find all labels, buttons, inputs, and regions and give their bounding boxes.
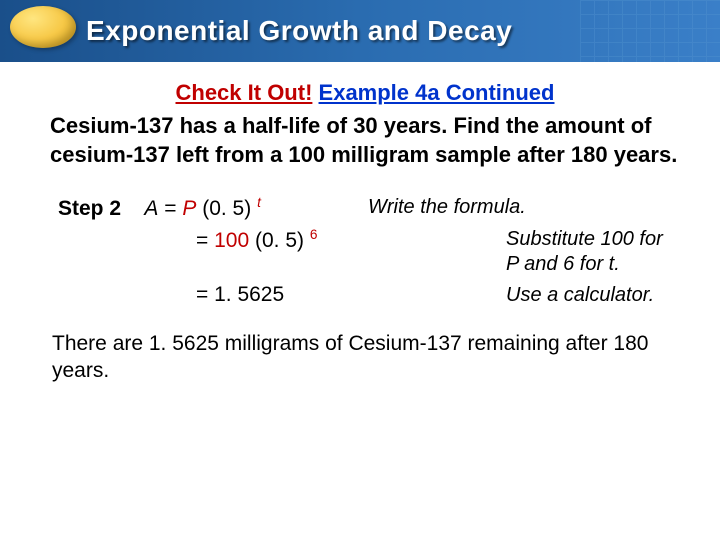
slide-content: Check It Out! Example 4a Continued Cesiu… <box>0 62 720 385</box>
formula-eq2: = <box>196 229 214 252</box>
formula-A: A <box>144 197 158 220</box>
check-it-out-line: Check It Out! Example 4a Continued <box>50 80 680 106</box>
step-label: Step 2 <box>58 197 121 220</box>
step-row-1-right: Write the formula. <box>368 195 680 220</box>
step-row-2-left: = 100 (0. 5) 6 <box>58 227 506 253</box>
step-row-3: = 1. 5625 Use a calculator. <box>58 283 680 308</box>
example-label: Example 4a Continued <box>319 80 555 105</box>
conclusion-text: There are 1. 5625 milligrams of Cesium-1… <box>50 330 680 385</box>
header-grid-pattern <box>580 0 720 62</box>
formula-paren2: (0. 5) <box>255 229 304 252</box>
slide-header: Exponential Growth and Decay <box>0 0 720 62</box>
step-row-3-left: = 1. 5625 <box>58 283 506 307</box>
check-label: Check It Out! <box>176 80 313 105</box>
formula-100: 100 <box>214 229 249 252</box>
step-row-1-left: Step 2 A = P (0. 5) t <box>58 195 368 221</box>
step-row-2-right: Substitute 100 for P and 6 for t. <box>506 227 680 277</box>
formula-exp-6: 6 <box>310 227 318 242</box>
formula-P: P <box>182 197 196 220</box>
problem-statement: Cesium-137 has a half-life of 30 years. … <box>50 112 680 169</box>
step-row-1: Step 2 A = P (0. 5) t Write the formula. <box>58 195 680 221</box>
slide-title: Exponential Growth and Decay <box>86 15 512 47</box>
header-oval-icon <box>10 6 76 48</box>
step-row-3-right: Use a calculator. <box>506 283 680 308</box>
step-area: Step 2 A = P (0. 5) t Write the formula.… <box>50 195 680 308</box>
step-row-2: = 100 (0. 5) 6 Substitute 100 for P and … <box>58 227 680 277</box>
formula-eq1: = <box>164 197 182 220</box>
formula-paren1: (0. 5) <box>202 197 251 220</box>
formula-exp-t: t <box>257 195 261 210</box>
